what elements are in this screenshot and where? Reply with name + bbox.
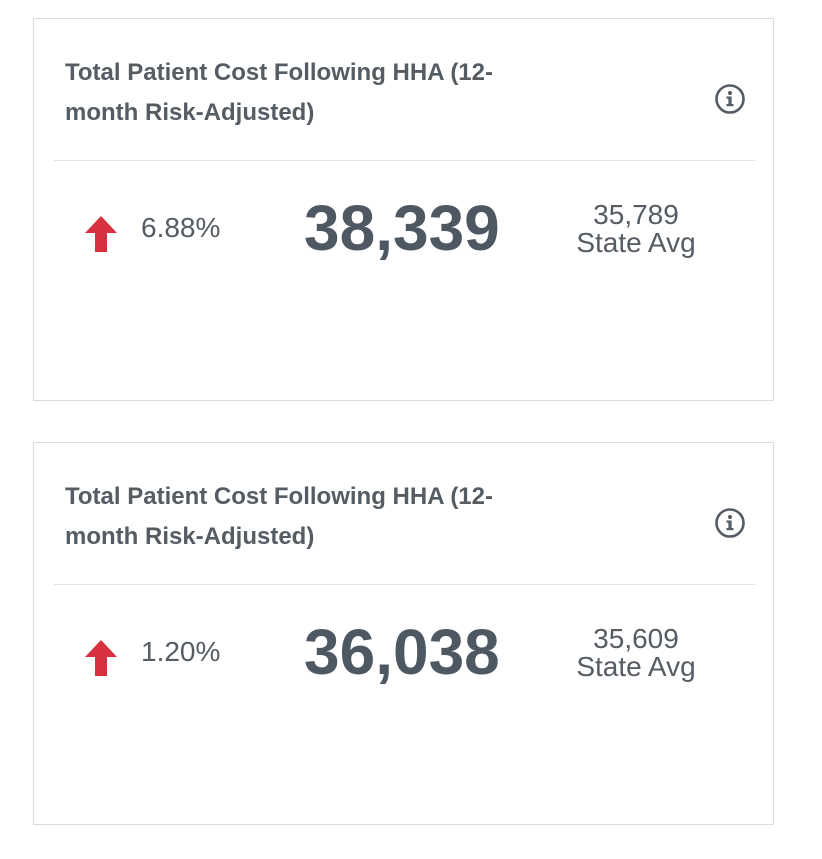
card-title: Total Patient Cost Following HHA (12-mon… bbox=[65, 59, 493, 126]
info-icon[interactable] bbox=[714, 507, 746, 539]
metric-value: 36,038 bbox=[304, 616, 500, 688]
state-average: 35,789 State Avg bbox=[554, 201, 718, 257]
arrow-up-icon bbox=[84, 639, 118, 677]
card-title: Total Patient Cost Following HHA (12-mon… bbox=[65, 483, 493, 550]
metric-card-total-patient-cost-2: Total Patient Cost Following HHA (12-mon… bbox=[33, 442, 774, 825]
change-percentage: 6.88% bbox=[141, 212, 221, 243]
divider bbox=[54, 584, 755, 585]
metric-card-total-patient-cost-1: Total Patient Cost Following HHA (12-mon… bbox=[33, 18, 774, 401]
state-average: 35,609 State Avg bbox=[554, 625, 718, 681]
arrow-up-icon bbox=[84, 215, 118, 253]
divider bbox=[54, 160, 755, 161]
state-average-label: State Avg bbox=[576, 651, 696, 682]
metric-value: 38,339 bbox=[304, 192, 500, 264]
state-average-value: 35,609 bbox=[593, 623, 679, 654]
change-percentage: 1.20% bbox=[141, 636, 221, 667]
info-icon[interactable] bbox=[714, 83, 746, 115]
state-average-value: 35,789 bbox=[593, 199, 679, 230]
state-average-label: State Avg bbox=[576, 227, 696, 258]
